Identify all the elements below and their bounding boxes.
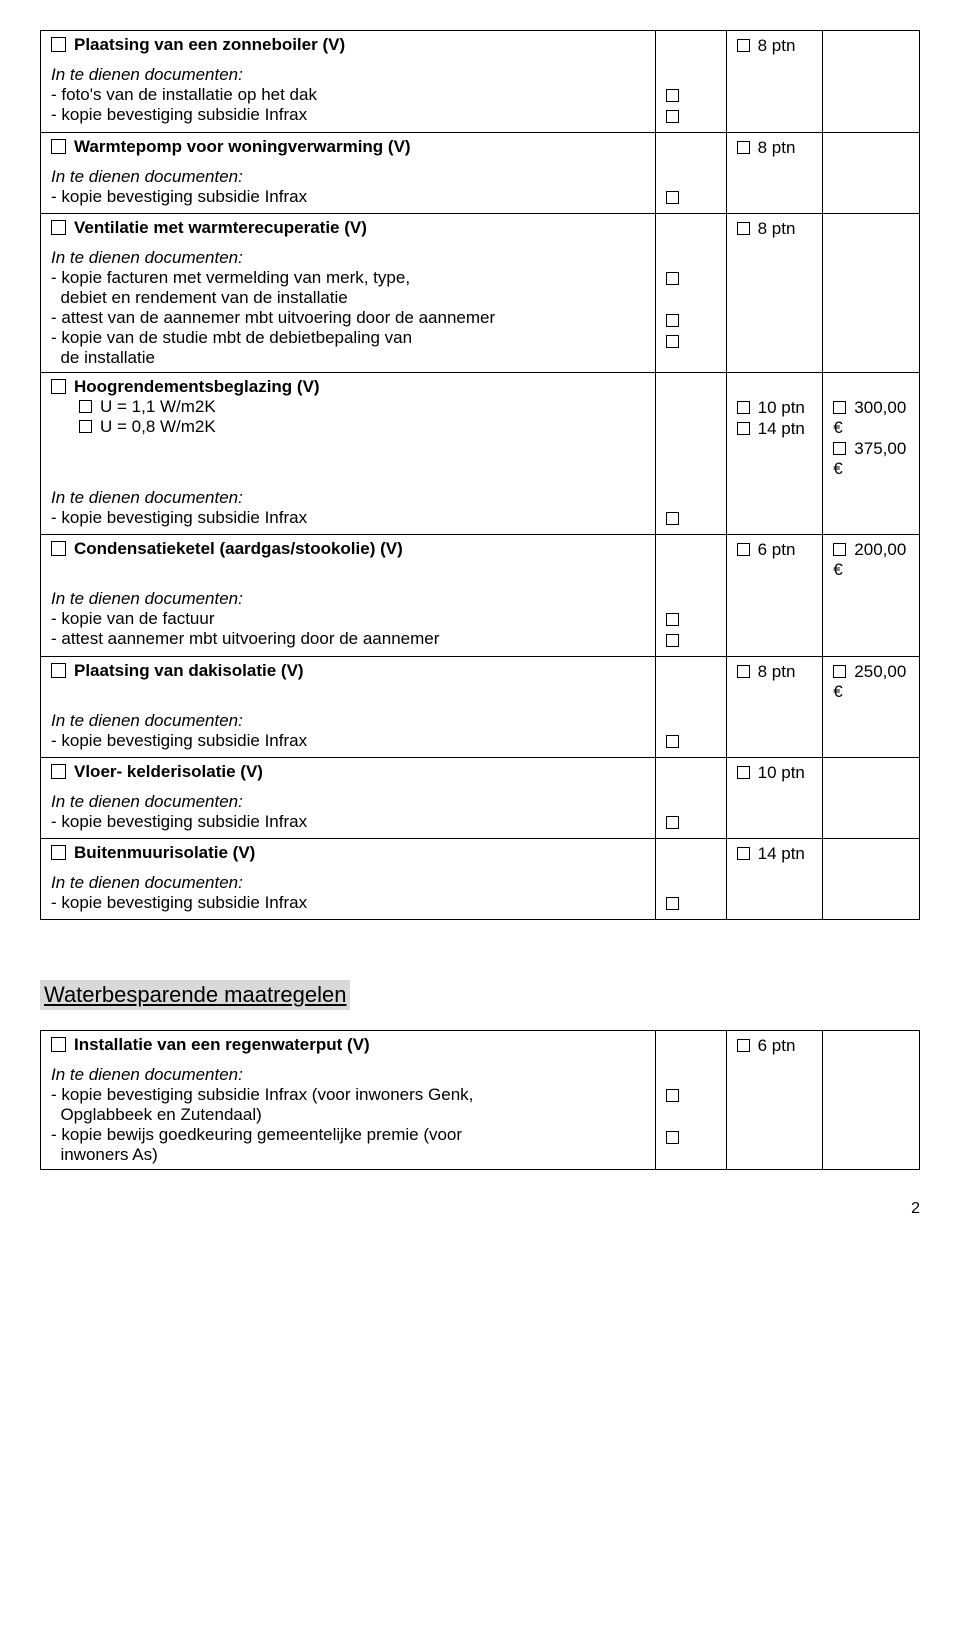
docs-header: In te dienen documenten: <box>51 873 243 892</box>
points-value: 6 ptn <box>758 540 796 559</box>
checkbox-icon[interactable] <box>51 541 66 556</box>
checkbox-icon[interactable] <box>51 139 66 154</box>
page-number: 2 <box>40 1200 920 1218</box>
checkbox-icon[interactable] <box>51 379 66 394</box>
docs-header: In te dienen documenten: <box>51 248 243 267</box>
section-heading: Waterbesparende maatregelen <box>40 980 350 1010</box>
points-value: 8 ptn <box>758 219 796 238</box>
checkbox-icon[interactable] <box>737 222 750 235</box>
checkbox-icon[interactable] <box>737 766 750 779</box>
points-value: 10 ptn <box>758 398 805 417</box>
checkbox-icon[interactable] <box>737 847 750 860</box>
checkbox-icon[interactable] <box>737 401 750 414</box>
checkbox-icon[interactable] <box>79 420 92 433</box>
docs-header: In te dienen documenten: <box>51 65 243 84</box>
table-water-measures: Installatie van een regenwaterput (V) 6 … <box>40 1030 920 1170</box>
checkbox-icon[interactable] <box>666 512 679 525</box>
checkbox-icon[interactable] <box>666 335 679 348</box>
checkbox-icon[interactable] <box>833 442 846 455</box>
checkbox-icon[interactable] <box>833 401 846 414</box>
checkbox-icon[interactable] <box>666 897 679 910</box>
checkbox-icon[interactable] <box>51 220 66 235</box>
doc-line: - kopie facturen met vermelding van merk… <box>51 268 410 287</box>
checkbox-icon[interactable] <box>51 37 66 52</box>
checkbox-icon[interactable] <box>666 613 679 626</box>
points-value: 8 ptn <box>758 138 796 157</box>
checkbox-icon[interactable] <box>51 845 66 860</box>
checkbox-icon[interactable] <box>737 39 750 52</box>
checkbox-icon[interactable] <box>666 314 679 327</box>
checkbox-icon[interactable] <box>666 272 679 285</box>
item-title: Hoogrendementsbeglazing (V) <box>74 377 320 396</box>
doc-line: inwoners As) <box>51 1145 158 1164</box>
docs-header: In te dienen documenten: <box>51 589 243 608</box>
checkbox-icon[interactable] <box>833 543 846 556</box>
doc-line: Opglabbeek en Zutendaal) <box>51 1105 262 1124</box>
docs-header: In te dienen documenten: <box>51 167 243 186</box>
item-title: Vloer- kelderisolatie (V) <box>74 762 263 781</box>
item-title: Buitenmuurisolatie (V) <box>74 843 255 862</box>
doc-line: debiet en rendement van de installatie <box>51 288 348 307</box>
item-title: Ventilatie met warmterecuperatie (V) <box>74 218 367 237</box>
table-energy-measures: Plaatsing van een zonneboiler (V) 8 ptn … <box>40 30 920 920</box>
doc-line: - kopie bevestiging subsidie Infrax <box>51 508 307 527</box>
doc-line: de installatie <box>51 348 155 367</box>
item-title: Plaatsing van een zonneboiler (V) <box>74 35 345 54</box>
item-title: Condensatieketel (aardgas/stookolie) (V) <box>74 539 403 558</box>
doc-line: - attest aannemer mbt uitvoering door de… <box>51 629 439 648</box>
docs-header: In te dienen documenten: <box>51 488 243 507</box>
checkbox-icon[interactable] <box>737 543 750 556</box>
item-title: Installatie van een regenwaterput (V) <box>74 1035 370 1054</box>
checkbox-icon[interactable] <box>737 1039 750 1052</box>
docs-header: In te dienen documenten: <box>51 711 243 730</box>
checkbox-icon[interactable] <box>51 663 66 678</box>
checkbox-icon[interactable] <box>666 1131 679 1144</box>
doc-line: - kopie bevestiging subsidie Infrax <box>51 105 307 124</box>
doc-line: - kopie bevestiging subsidie Infrax <box>51 893 307 912</box>
checkbox-icon[interactable] <box>666 110 679 123</box>
points-value: 6 ptn <box>758 1036 796 1055</box>
sub-option: U = 1,1 W/m2K <box>100 397 216 416</box>
item-title: Warmtepomp voor woningverwarming (V) <box>74 137 411 156</box>
points-value: 14 ptn <box>758 844 805 863</box>
checkbox-icon[interactable] <box>666 816 679 829</box>
doc-line: - kopie bevestiging subsidie Infrax <box>51 731 307 750</box>
checkbox-icon[interactable] <box>737 422 750 435</box>
item-title: Plaatsing van dakisolatie (V) <box>74 661 304 680</box>
checkbox-icon[interactable] <box>51 1037 66 1052</box>
checkbox-icon[interactable] <box>666 735 679 748</box>
points-value: 8 ptn <box>758 36 796 55</box>
points-value: 8 ptn <box>758 662 796 681</box>
doc-line: - kopie bevestiging subsidie Infrax (voo… <box>51 1085 473 1104</box>
docs-header: In te dienen documenten: <box>51 792 243 811</box>
doc-line: - kopie bewijs goedkeuring gemeentelijke… <box>51 1125 462 1144</box>
doc-line: - foto's van de installatie op het dak <box>51 85 317 104</box>
points-value: 14 ptn <box>758 419 805 438</box>
doc-line: - kopie bevestiging subsidie Infrax <box>51 187 307 206</box>
doc-line: - kopie bevestiging subsidie Infrax <box>51 812 307 831</box>
checkbox-icon[interactable] <box>833 665 846 678</box>
doc-line: - kopie van de studie mbt de debietbepal… <box>51 328 412 347</box>
checkbox-icon[interactable] <box>79 400 92 413</box>
checkbox-icon[interactable] <box>666 89 679 102</box>
checkbox-icon[interactable] <box>737 665 750 678</box>
checkbox-icon[interactable] <box>737 141 750 154</box>
checkbox-icon[interactable] <box>666 191 679 204</box>
checkbox-icon[interactable] <box>666 1089 679 1102</box>
docs-header: In te dienen documenten: <box>51 1065 243 1084</box>
sub-option: U = 0,8 W/m2K <box>100 417 216 436</box>
checkbox-icon[interactable] <box>666 634 679 647</box>
points-value: 10 ptn <box>758 763 805 782</box>
checkbox-icon[interactable] <box>51 764 66 779</box>
doc-line: - kopie van de factuur <box>51 609 214 628</box>
doc-line: - attest van de aannemer mbt uitvoering … <box>51 308 495 327</box>
